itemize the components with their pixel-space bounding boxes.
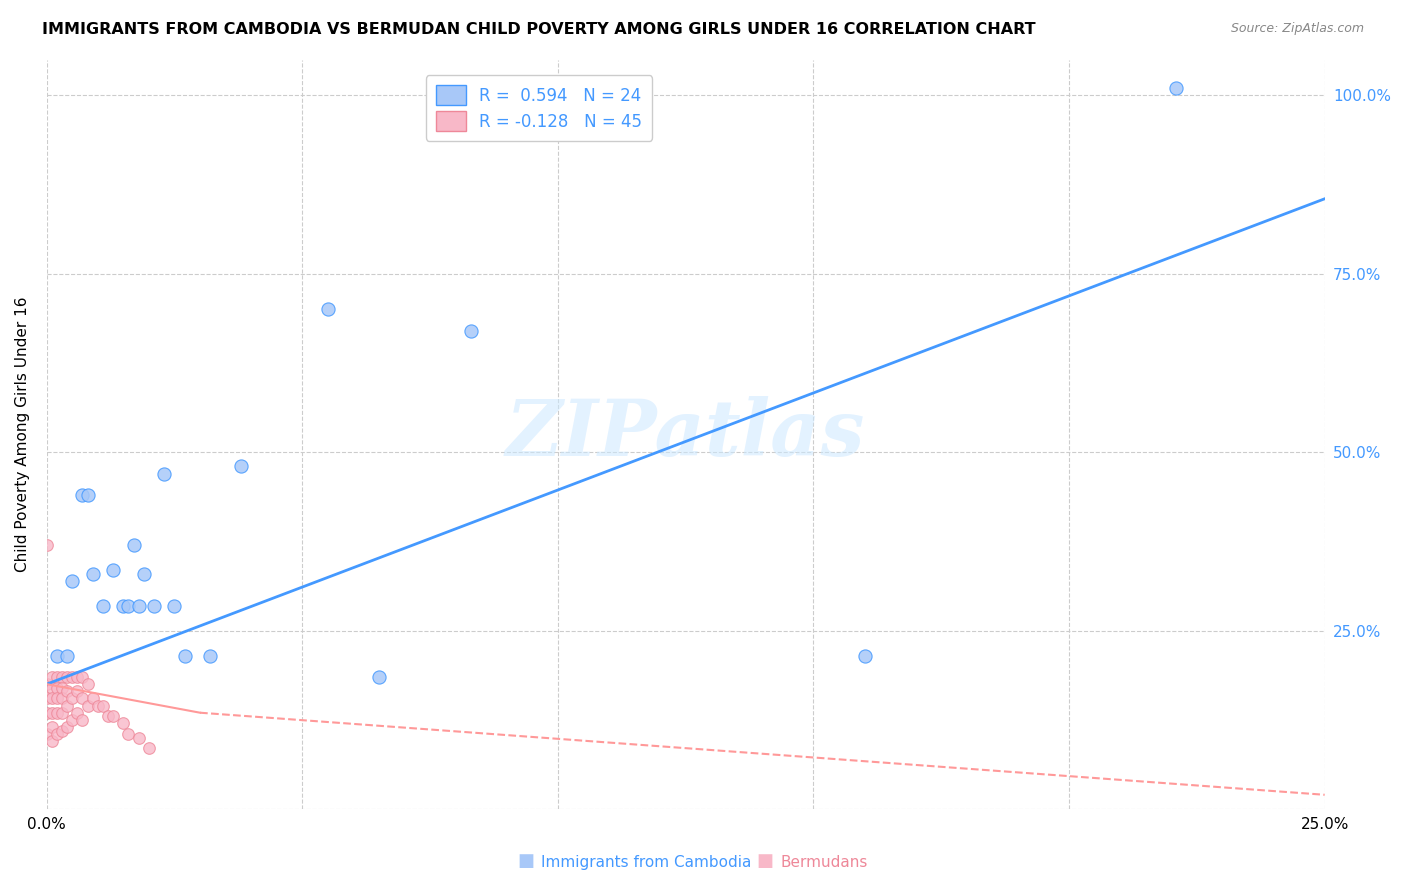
Point — [41, 734, 63, 748]
Point — [173, 648, 195, 663]
Point — [41, 720, 63, 734]
Legend: R =  0.594   N = 24, R = -0.128   N = 45: R = 0.594 N = 24, R = -0.128 N = 45 — [426, 76, 652, 141]
Point — [41, 681, 63, 695]
Point — [56, 648, 79, 663]
Point — [45, 691, 67, 706]
Point — [163, 599, 186, 613]
Point — [72, 691, 94, 706]
Point — [41, 706, 63, 720]
Point — [56, 720, 79, 734]
Point — [117, 727, 139, 741]
Point — [122, 538, 145, 552]
Text: ■: ■ — [756, 852, 773, 870]
Point — [51, 670, 73, 684]
Point — [45, 648, 67, 663]
Point — [35, 677, 58, 691]
Point — [91, 599, 114, 613]
Text: Bermudans: Bermudans — [780, 855, 868, 870]
Point — [316, 302, 339, 317]
Point — [153, 467, 176, 481]
Point — [72, 670, 94, 684]
Text: ZIPatlas: ZIPatlas — [506, 396, 865, 473]
Point — [56, 684, 79, 698]
Point — [82, 566, 104, 581]
Point — [132, 566, 155, 581]
Point — [35, 538, 58, 552]
Point — [51, 706, 73, 720]
Point — [97, 709, 120, 723]
Point — [51, 723, 73, 738]
Point — [60, 574, 83, 588]
Text: IMMIGRANTS FROM CAMBODIA VS BERMUDAN CHILD POVERTY AMONG GIRLS UNDER 16 CORRELAT: IMMIGRANTS FROM CAMBODIA VS BERMUDAN CHI… — [42, 22, 1036, 37]
Point — [56, 670, 79, 684]
Point — [82, 691, 104, 706]
Text: ■: ■ — [517, 852, 534, 870]
Point — [143, 599, 166, 613]
Point — [56, 698, 79, 713]
Point — [66, 670, 89, 684]
Point — [45, 727, 67, 741]
Point — [117, 599, 139, 613]
Point — [87, 698, 110, 713]
Point — [76, 677, 98, 691]
Point — [853, 648, 876, 663]
Point — [91, 698, 114, 713]
Point — [35, 706, 58, 720]
Point — [45, 681, 67, 695]
Point — [76, 698, 98, 713]
Point — [45, 670, 67, 684]
Point — [128, 599, 150, 613]
Point — [72, 488, 94, 502]
Text: Immigrants from Cambodia: Immigrants from Cambodia — [541, 855, 752, 870]
Point — [460, 324, 482, 338]
Point — [41, 670, 63, 684]
Point — [60, 713, 83, 727]
Point — [128, 731, 150, 745]
Point — [60, 691, 83, 706]
Y-axis label: Child Poverty Among Girls Under 16: Child Poverty Among Girls Under 16 — [15, 296, 30, 572]
Point — [66, 706, 89, 720]
Point — [76, 488, 98, 502]
Point — [41, 691, 63, 706]
Point — [35, 727, 58, 741]
Point — [101, 709, 124, 723]
Point — [368, 670, 391, 684]
Point — [138, 741, 160, 756]
Point — [35, 691, 58, 706]
Point — [1166, 81, 1188, 95]
Point — [51, 681, 73, 695]
Point — [45, 706, 67, 720]
Point — [60, 670, 83, 684]
Point — [112, 599, 135, 613]
Point — [200, 648, 222, 663]
Point — [101, 563, 124, 577]
Text: Source: ZipAtlas.com: Source: ZipAtlas.com — [1230, 22, 1364, 36]
Point — [72, 713, 94, 727]
Point — [51, 691, 73, 706]
Point — [112, 716, 135, 731]
Point — [229, 459, 252, 474]
Point — [66, 684, 89, 698]
